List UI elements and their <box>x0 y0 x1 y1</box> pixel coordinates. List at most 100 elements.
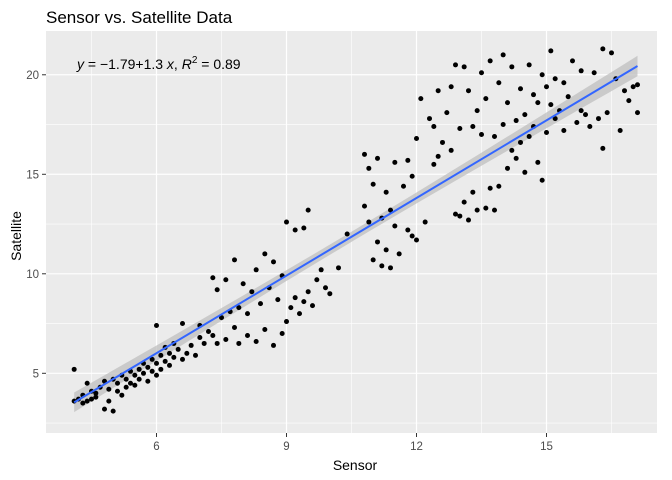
data-point <box>461 199 467 205</box>
data-point <box>375 155 380 161</box>
data-point <box>366 165 372 171</box>
x-axis: 6 9 12 15 <box>153 433 553 453</box>
data-point <box>414 237 419 243</box>
data-point <box>435 153 441 159</box>
data-point <box>630 84 636 90</box>
data-point <box>509 64 515 70</box>
data-point <box>84 398 90 404</box>
data-point <box>544 129 549 135</box>
data-point <box>362 151 367 157</box>
data-point <box>301 299 307 305</box>
data-point <box>115 388 120 394</box>
data-point <box>128 380 133 386</box>
data-point <box>496 183 502 189</box>
y-tick-label: 10 <box>26 269 39 281</box>
data-point <box>149 368 155 374</box>
data-point <box>258 301 263 307</box>
x-tick-label: 15 <box>540 441 553 453</box>
data-point <box>236 340 242 346</box>
data-point <box>93 390 99 396</box>
data-point <box>487 185 493 191</box>
regression-equation: y = −1.79+1.3 x, R2 = 0.89 <box>76 55 241 72</box>
data-point <box>544 84 549 90</box>
data-point <box>604 110 610 116</box>
regression-line <box>73 65 639 404</box>
data-point <box>479 131 484 137</box>
data-point <box>470 124 476 130</box>
data-point <box>505 100 510 106</box>
data-point <box>552 76 558 82</box>
data-point <box>366 219 372 225</box>
data-point <box>431 161 437 167</box>
y-axis-title: Satellite <box>8 211 24 261</box>
data-point <box>388 265 393 271</box>
data-point <box>591 70 597 76</box>
data-point <box>344 231 350 237</box>
data-point <box>253 338 259 344</box>
data-point <box>102 406 107 412</box>
data-point <box>305 289 311 295</box>
data-point <box>548 48 554 54</box>
data-point <box>444 110 450 116</box>
data-point <box>396 251 402 257</box>
data-point <box>427 116 432 122</box>
data-point <box>210 275 216 281</box>
data-point <box>158 352 164 358</box>
data-point <box>245 332 250 338</box>
data-point <box>409 173 415 179</box>
data-point <box>617 128 623 134</box>
data-point <box>535 100 541 106</box>
data-point <box>409 233 415 239</box>
data-point <box>162 358 168 364</box>
data-point <box>531 92 536 98</box>
data-point <box>552 116 558 122</box>
data-point <box>370 181 376 187</box>
data-point <box>453 62 458 68</box>
data-point <box>292 295 298 301</box>
data-point <box>249 289 255 295</box>
data-point <box>284 219 289 225</box>
data-point <box>297 311 302 317</box>
data-point <box>600 145 606 151</box>
data-point <box>496 80 502 86</box>
data-point <box>136 376 142 382</box>
y-axis: 5 10 15 20 <box>26 70 46 380</box>
data-point <box>431 124 437 130</box>
data-point <box>548 102 554 108</box>
data-point <box>405 227 411 233</box>
y-tick-label: 20 <box>26 70 39 82</box>
data-point <box>323 285 328 291</box>
data-point <box>578 108 584 114</box>
data-point <box>275 297 281 303</box>
data-point <box>119 392 125 398</box>
data-point <box>565 94 571 100</box>
data-point <box>154 372 159 378</box>
data-point <box>375 239 380 245</box>
data-point <box>388 207 393 213</box>
data-point <box>539 177 545 183</box>
data-point <box>141 370 146 376</box>
data-point <box>115 380 120 386</box>
data-point <box>327 291 333 297</box>
data-point <box>106 398 112 404</box>
data-point <box>461 64 467 70</box>
data-point <box>149 356 155 362</box>
data-point <box>284 319 289 325</box>
data-point <box>479 70 484 76</box>
data-point <box>609 50 614 56</box>
data-point <box>483 205 489 211</box>
data-point <box>401 183 406 189</box>
data-point <box>392 159 398 165</box>
data-point <box>561 80 567 86</box>
data-point <box>193 352 198 358</box>
data-point <box>622 88 627 94</box>
data-point <box>292 227 298 233</box>
data-point <box>171 354 177 360</box>
data-point <box>522 112 528 118</box>
data-point <box>535 159 541 165</box>
data-point <box>526 62 532 68</box>
data-point <box>414 135 419 141</box>
data-point <box>492 207 497 213</box>
data-point <box>158 366 164 372</box>
